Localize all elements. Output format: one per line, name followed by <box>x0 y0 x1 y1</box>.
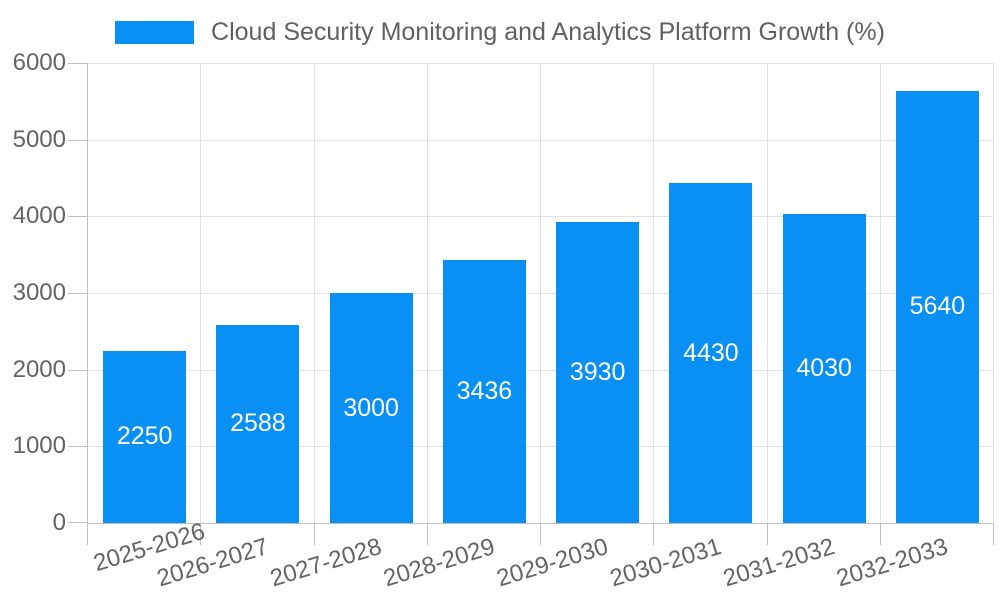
y-axis-tick <box>68 139 88 141</box>
x-gridline <box>993 63 994 523</box>
x-axis-tick <box>879 523 881 545</box>
chart-legend: Cloud Security Monitoring and Analytics … <box>0 18 1000 47</box>
bar-value-label: 4030 <box>796 354 852 382</box>
y-axis-tick <box>68 522 88 523</box>
bar[interactable]: 2250 <box>103 350 187 523</box>
x-axis-tick <box>313 523 315 545</box>
y-gridline <box>88 293 994 294</box>
y-tick-label: 3000 <box>12 279 66 306</box>
x-axis-tick <box>200 523 202 545</box>
y-gridline <box>88 63 994 64</box>
bar[interactable]: 5640 <box>895 90 979 523</box>
x-axis-tick <box>766 523 768 545</box>
bar-value-label: 4430 <box>683 338 739 367</box>
y-axis-line <box>87 63 88 523</box>
y-axis-tick <box>68 369 88 371</box>
y-tick-label: 2000 <box>12 355 66 383</box>
x-gridline <box>766 63 768 523</box>
y-tick-label: 5000 <box>12 125 66 153</box>
x-axis-tick <box>87 523 88 545</box>
x-gridline <box>426 63 428 523</box>
x-axis-line <box>87 523 994 524</box>
bar-value-label: 3000 <box>343 393 399 422</box>
x-axis-tick <box>426 523 428 545</box>
bar-value-label: 2250 <box>116 422 173 451</box>
y-axis-tick <box>68 63 88 64</box>
y-gridline <box>88 216 994 218</box>
bar[interactable]: 3000 <box>329 293 413 523</box>
bar-value-label: 3930 <box>569 357 626 386</box>
y-tick-label: 4000 <box>12 202 66 230</box>
legend-label: Cloud Security Monitoring and Analytics … <box>211 18 885 46</box>
y-tick-label: 6000 <box>12 49 66 76</box>
bar-value-label: 5640 <box>909 292 966 321</box>
x-gridline <box>879 63 881 523</box>
bar[interactable]: 3436 <box>442 259 526 523</box>
x-gridline <box>200 63 202 523</box>
bar[interactable]: 2588 <box>216 324 300 523</box>
plot-area: 0 1000 2000 3000 4000 5000 6000 2250 2588 3000 343… <box>13 50 994 592</box>
bar[interactable]: 4030 <box>782 214 866 523</box>
bar[interactable]: 3930 <box>556 221 640 523</box>
x-axis-tick <box>540 523 541 545</box>
y-tick-label: 0 <box>52 509 66 536</box>
bar[interactable]: 4430 <box>669 183 753 523</box>
y-axis-tick <box>68 293 88 294</box>
x-gridline <box>540 63 541 523</box>
y-gridline <box>88 369 994 371</box>
x-axis-tick <box>653 523 655 545</box>
x-gridline <box>313 63 315 523</box>
legend-color-swatch <box>115 21 195 44</box>
x-axis-tick <box>993 523 994 545</box>
y-axis-tick <box>68 216 88 218</box>
bar-value-label: 3436 <box>456 376 513 405</box>
y-axis-tick <box>68 446 88 448</box>
x-gridline <box>653 63 655 523</box>
y-tick-label: 1000 <box>12 432 66 460</box>
y-gridline <box>88 446 994 448</box>
bar-value-label: 2588 <box>230 409 286 438</box>
y-gridline <box>88 139 994 141</box>
